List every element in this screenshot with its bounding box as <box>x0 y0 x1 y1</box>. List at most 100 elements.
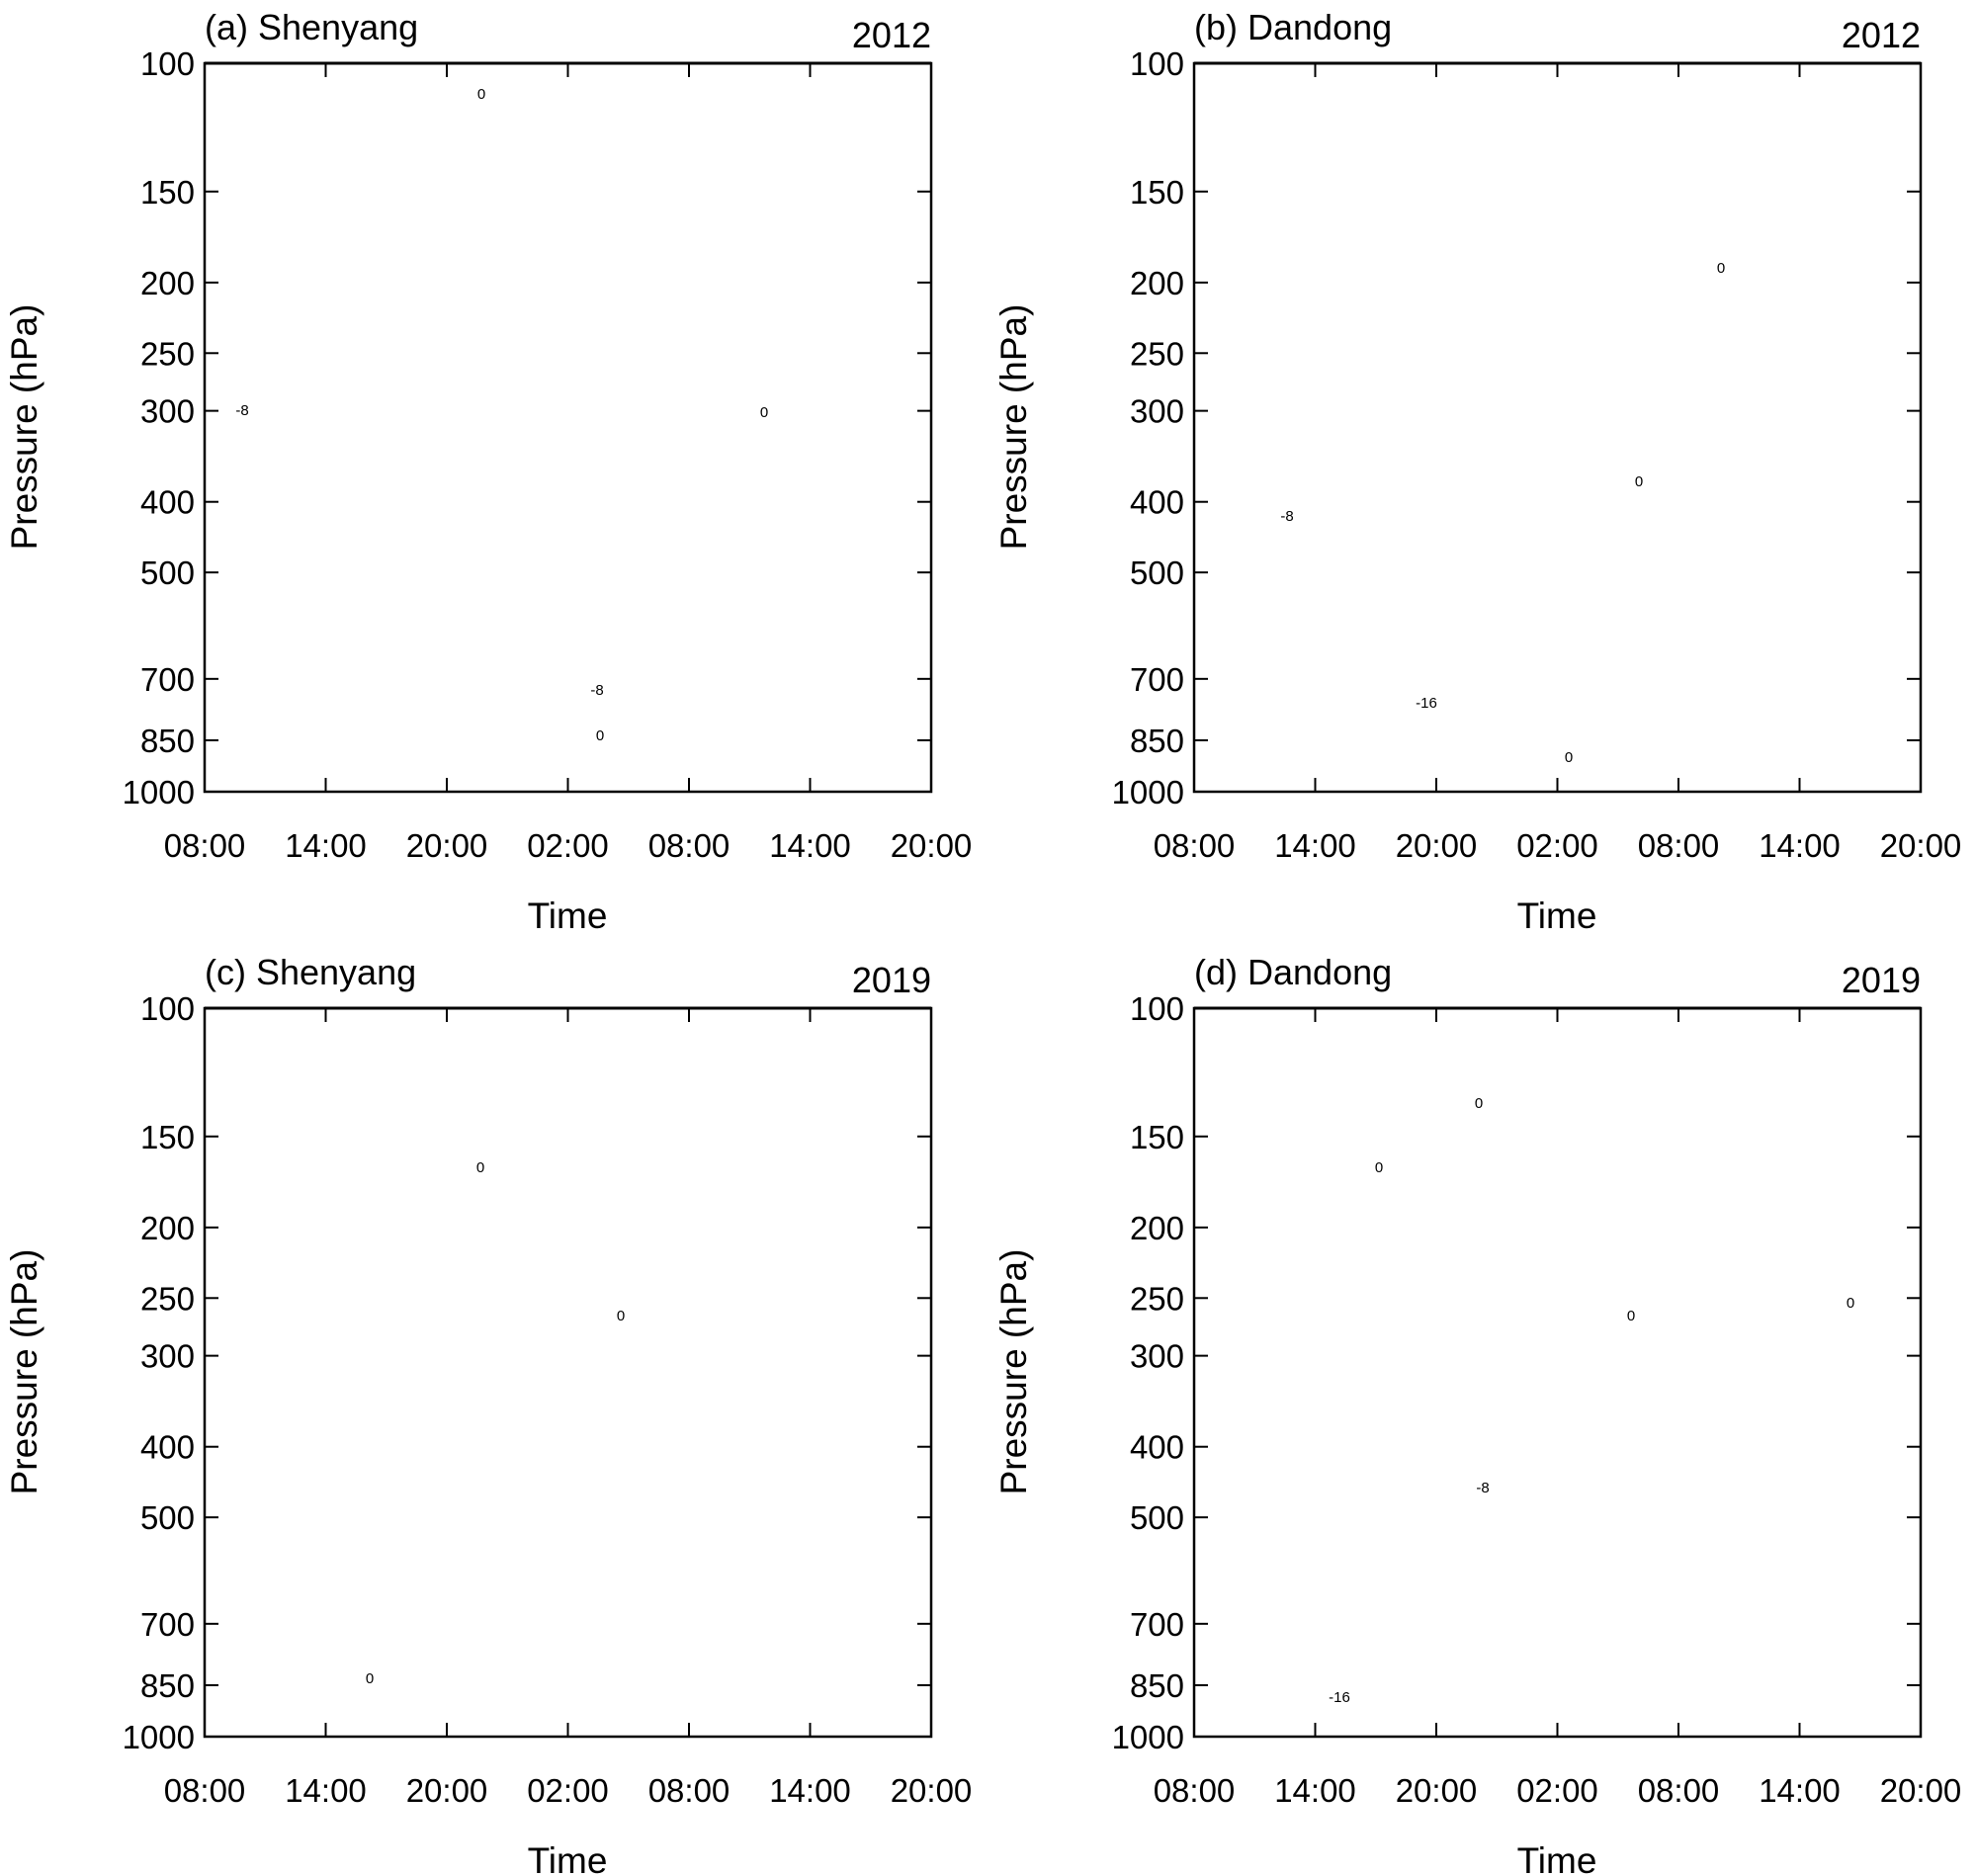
x-tick-label: 08:00 <box>1154 1772 1236 1809</box>
contour-label: 0 <box>1475 1095 1483 1112</box>
contour-label-bg <box>1468 1093 1490 1113</box>
panel-year: 2019 <box>852 960 931 1000</box>
x-axis-label: Time <box>1517 895 1597 936</box>
x-tick-label: 08:00 <box>164 827 246 864</box>
y-axis-label: Pressure (hPa) <box>4 304 44 551</box>
x-tick-label: 02:00 <box>527 827 609 864</box>
contour-labels: 00000-8-16 <box>1329 1093 1861 1707</box>
x-tick-label: 20:00 <box>406 827 488 864</box>
contour-label: 0 <box>1717 260 1725 277</box>
x-axis-label: Time <box>528 895 608 936</box>
y-tick-label: 250 <box>140 1280 195 1317</box>
y-tick-label: 100 <box>1130 45 1184 82</box>
y-tick-label: 300 <box>140 393 195 430</box>
contour-label: -8 <box>1476 1480 1489 1496</box>
contour-label-bg <box>470 1157 491 1177</box>
panel-title: (a) Shenyang <box>205 7 418 47</box>
contour-label: 0 <box>1635 473 1643 490</box>
panel-b-dandong-2012: (b) Dandong 2012 0 0 0 -8 -16 100 150 200 250 30… <box>993 7 1961 936</box>
x-tick-label: 20:00 <box>891 1772 973 1809</box>
contour-label: 0 <box>1627 1308 1635 1324</box>
y-tick-label: 100 <box>1130 990 1184 1027</box>
y-axis-ticks: 100 150 200 250 300 400 500 700 850 1000 <box>123 45 931 810</box>
contour-label-bg <box>1276 506 1298 526</box>
x-tick-label: 14:00 <box>769 1772 851 1809</box>
y-tick-label: 200 <box>140 1210 195 1246</box>
contour-label: 0 <box>1565 749 1573 766</box>
y-tick-label: 700 <box>140 661 195 698</box>
x-tick-label: 14:00 <box>1759 827 1841 864</box>
x-axis-ticks: 08:00 14:00 20:00 02:00 08:00 14:00 20:00 <box>164 63 972 864</box>
x-tick-label: 20:00 <box>1396 827 1478 864</box>
y-tick-label: 150 <box>140 1119 195 1155</box>
y-tick-label: 700 <box>140 1606 195 1643</box>
y-tick-label: 400 <box>140 1429 195 1466</box>
y-axis-label: Pressure (hPa) <box>993 304 1034 551</box>
contour-label-bg <box>1628 471 1650 491</box>
contour-label: -8 <box>1280 508 1293 525</box>
contour-label: 0 <box>1847 1295 1854 1312</box>
panel-d-dandong-2019: (d) Dandong 2019 00000-8-16 100150200250… <box>993 952 1961 1876</box>
x-axis-ticks: 08:00 14:00 20:00 02:00 08:00 14:00 20:00 <box>164 1008 973 1809</box>
panel-title: (b) Dandong <box>1194 7 1392 47</box>
x-tick-label: 08:00 <box>164 1772 246 1809</box>
plot-frame <box>203 61 933 794</box>
contour-label-bg <box>753 402 775 422</box>
contour-label: -8 <box>590 682 603 699</box>
plot-frame <box>1192 61 1923 794</box>
x-axis-label: Time <box>1517 1840 1597 1876</box>
x-axis-ticks: 08:00 14:00 20:00 02:00 08:00 14:00 20:00 <box>1154 1008 1962 1809</box>
panel-year: 2019 <box>1842 960 1921 1000</box>
x-tick-label: 14:00 <box>1274 1772 1356 1809</box>
contour-label: 0 <box>476 1159 484 1176</box>
contour-label-bg <box>471 84 492 104</box>
y-tick-label: 100 <box>140 990 195 1027</box>
y-tick-label: 850 <box>1130 723 1184 759</box>
contour-label: 0 <box>596 727 604 744</box>
contour-label-bg <box>610 1306 632 1325</box>
y-tick-label: 200 <box>140 265 195 301</box>
x-tick-label: 14:00 <box>285 827 367 864</box>
contour-label-bg <box>1710 258 1732 278</box>
y-axis-ticks: 100 150 200 250 300 400 500 700 850 1000 <box>123 990 931 1755</box>
y-tick-label: 850 <box>1130 1667 1184 1704</box>
y-tick-label: 1000 <box>1112 1719 1184 1755</box>
contour-label: -16 <box>1416 695 1437 712</box>
contour-label-bg <box>1329 1687 1350 1707</box>
y-tick-label: 150 <box>140 174 195 211</box>
contour-label-bg <box>359 1668 381 1688</box>
panel-year: 2012 <box>1842 15 1921 55</box>
x-tick-label: 08:00 <box>1638 827 1720 864</box>
y-tick-label: 1000 <box>1112 774 1184 810</box>
plot-frame <box>1192 1006 1923 1739</box>
panel-year: 2012 <box>852 15 931 55</box>
contour-label: -16 <box>1329 1689 1350 1706</box>
y-tick-label: 300 <box>1130 1338 1184 1375</box>
x-tick-label: 14:00 <box>1759 1772 1841 1809</box>
y-tick-label: 250 <box>140 335 195 372</box>
panel-a-shenyang-2012: (a) Shenyang 2012 0 0 0 -8 -8 100 150 200 250 30… <box>4 7 972 936</box>
x-tick-label: 02:00 <box>1516 1772 1598 1809</box>
y-axis-label: Pressure (hPa) <box>993 1249 1034 1495</box>
contour-label-bg <box>1840 1293 1861 1313</box>
y-tick-label: 150 <box>1130 174 1184 211</box>
contour-label: 0 <box>1375 1159 1383 1176</box>
y-tick-label: 700 <box>1130 661 1184 698</box>
x-tick-label: 08:00 <box>648 827 731 864</box>
y-tick-label: 200 <box>1130 265 1184 301</box>
x-tick-label: 02:00 <box>527 1772 609 1809</box>
contour-label-bg <box>1416 693 1437 713</box>
contour-label-bg <box>589 725 611 745</box>
y-tick-label: 150 <box>1130 1119 1184 1155</box>
contour-label-bg <box>586 680 608 700</box>
contour-label-bg <box>1472 1478 1494 1497</box>
y-axis-ticks: 100 150 200 250 300 400 500 700 850 1000 <box>1112 990 1921 1755</box>
panel-title: (c) Shenyang <box>205 952 416 992</box>
y-axis-ticks: 100 150 200 250 300 400 500 700 850 1000 <box>1112 45 1921 810</box>
contour-label: 0 <box>477 86 485 103</box>
x-tick-label: 20:00 <box>1880 1772 1962 1809</box>
x-tick-label: 14:00 <box>1274 827 1356 864</box>
x-tick-label: 02:00 <box>1516 827 1598 864</box>
